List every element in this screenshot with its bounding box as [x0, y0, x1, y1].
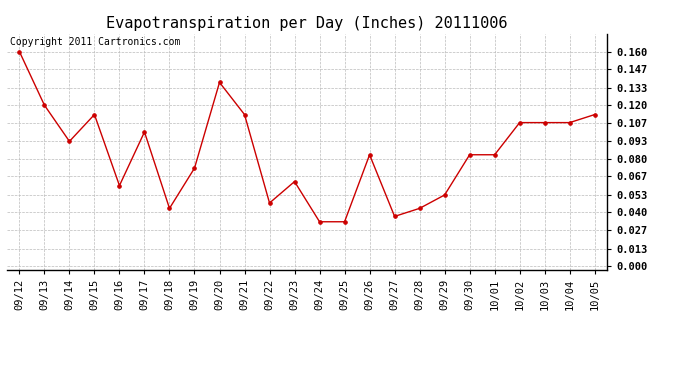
Text: Copyright 2011 Cartronics.com: Copyright 2011 Cartronics.com	[10, 37, 180, 47]
Title: Evapotranspiration per Day (Inches) 20111006: Evapotranspiration per Day (Inches) 2011…	[106, 16, 508, 31]
